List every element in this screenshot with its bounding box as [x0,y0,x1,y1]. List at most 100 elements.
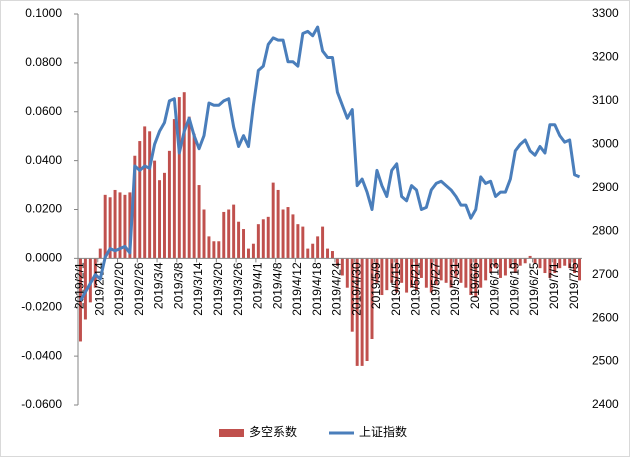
bar [326,248,330,259]
bar [276,189,280,259]
bar [197,185,201,259]
x-tick-label: 2019/2/1 [73,262,87,309]
bar [503,258,507,276]
y-tick-label: -0.0600 [21,397,62,411]
bar [360,258,364,366]
bar [202,209,206,259]
y-tick-label: 0.0800 [25,55,62,69]
bar [192,133,196,259]
bar [335,258,339,266]
bar [419,258,423,278]
bar [93,258,97,288]
y2-tick-label: 2400 [592,397,619,411]
bar [296,224,300,259]
x-tick-label: 2019/2/14 [92,262,106,316]
bar [528,255,532,259]
bar [281,209,285,259]
y2-tick-label: 2800 [592,223,619,237]
bar [301,226,305,259]
bar [321,226,325,259]
x-tick-label: 2019/3/26 [231,262,245,316]
bar [98,248,102,259]
bar [345,258,349,288]
y2-tick-label: 3300 [592,6,619,20]
bar [410,258,414,288]
bar [573,258,577,274]
y2-tick-label: 2600 [592,310,619,324]
bar [306,248,310,259]
x-tick-label: 2019/6/13 [488,262,502,316]
bar [251,243,255,259]
x-tick-label: 2019/2/26 [132,262,146,316]
bar [217,241,221,259]
bar [103,194,107,259]
x-tick-label: 2019/3/20 [211,262,225,316]
bar [355,258,359,366]
y-tick-label: 0.0400 [25,153,62,167]
x-tick-label: 2019/4/18 [310,262,324,316]
bar [424,258,428,288]
bar [128,192,132,259]
y2-tick-label: 3200 [592,50,619,64]
y-tick-label: -0.0200 [21,299,62,313]
y2-tick-label: 2900 [592,180,619,194]
bar [316,236,320,259]
x-tick-label: 2019/2/20 [112,262,126,316]
legend-label: 多空系数 [249,424,297,439]
bar [83,258,87,320]
bar [261,219,265,259]
x-tick-label: 2019/3/4 [152,262,166,309]
y-tick-label: 0.0200 [25,202,62,216]
y2-tick-label: 3000 [592,137,619,151]
bar [553,258,557,274]
bar [385,258,389,291]
bar [291,214,295,259]
x-tick-label: 2019/4/24 [330,262,344,316]
bar [138,141,142,259]
x-tick-label: 2019/6/25 [527,262,541,316]
bar [558,258,562,269]
bar [167,150,171,259]
x-tick-label: 2019/3/14 [191,262,205,316]
bar [479,258,483,288]
bar [444,258,448,283]
x-tick-label: 2019/6/6 [468,262,482,309]
bar [578,258,582,281]
bar [563,258,567,266]
bar [271,182,275,259]
bar [266,216,270,259]
bar [414,258,418,291]
bar [449,258,453,288]
bar [158,180,162,259]
bar [162,172,166,259]
x-tick-label: 2019/4/30 [349,262,363,316]
bar [469,258,473,296]
bar [474,258,478,298]
bar [340,258,344,276]
bar [508,258,512,269]
bar [311,243,315,259]
bar [207,236,211,259]
bar [172,119,176,259]
x-tick-label: 2019/4/12 [290,262,304,316]
bar [380,258,384,296]
bar [187,116,191,259]
bar [232,204,236,259]
bar [513,258,517,274]
bar [464,258,468,288]
bar [118,192,122,259]
bar [523,258,527,264]
bar [246,248,250,259]
bar [489,258,493,274]
bar [498,258,502,278]
x-tick-label: 2019/5/21 [409,262,423,316]
bar [568,258,572,269]
bar [405,258,409,293]
legend-swatch [219,429,244,437]
bar [548,258,552,278]
x-tick-label: 2019/3/8 [171,262,185,309]
bar [182,92,186,259]
x-tick-label: 2019/7/5 [567,262,581,309]
